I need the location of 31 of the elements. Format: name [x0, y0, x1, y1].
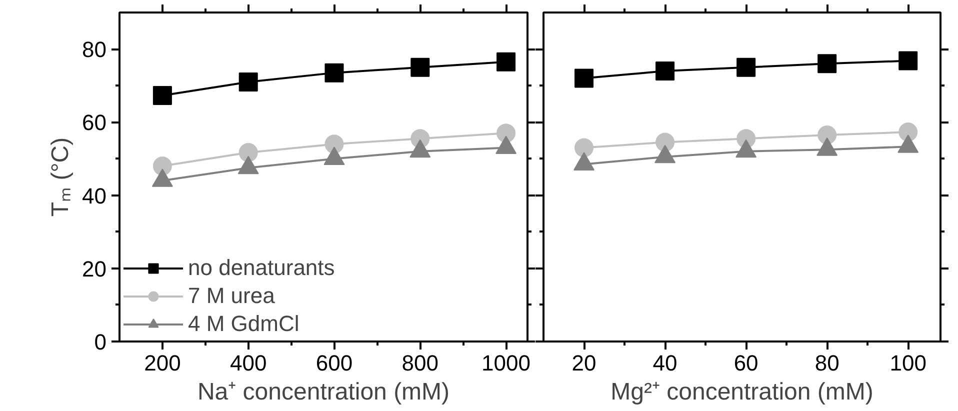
y-tick-label: 40 [82, 183, 107, 208]
point [574, 68, 594, 88]
y-axis-title: Tₘ (°C) [47, 137, 74, 217]
legend-label: 4 M GdmCl [188, 311, 300, 337]
y-tick-label: 80 [82, 37, 107, 62]
point [654, 144, 676, 164]
x-axis-title: Mg²⁺ concentration (mM) [610, 378, 874, 406]
x-tick-label: 1000 [482, 350, 531, 376]
point [898, 134, 919, 153]
y-tick-label: 60 [82, 110, 107, 136]
point [818, 54, 837, 74]
legend-label: no denaturants [188, 255, 335, 281]
x-axis-title: Na⁺ concentration (mM) [197, 378, 450, 406]
x-tick-label: 20 [572, 350, 596, 376]
point [898, 51, 918, 70]
point [574, 152, 595, 170]
x-tick-label: 600 [316, 350, 353, 376]
y-tick-label: 0 [94, 330, 107, 354]
x-tick-label: 100 [890, 350, 926, 376]
x-tick-label: 200 [144, 350, 181, 376]
y-tick-label: 20 [82, 256, 107, 282]
x-tick-label: 800 [402, 350, 438, 376]
point [656, 61, 675, 80]
point [736, 139, 757, 158]
x-tick-label: 40 [652, 350, 678, 376]
x-tick-label: 80 [814, 350, 840, 376]
legend-label: 7 M urea [188, 283, 275, 309]
x-tick-label: 60 [734, 350, 758, 376]
point [816, 138, 838, 156]
x-tick-label: 400 [230, 350, 267, 376]
point [736, 58, 756, 77]
